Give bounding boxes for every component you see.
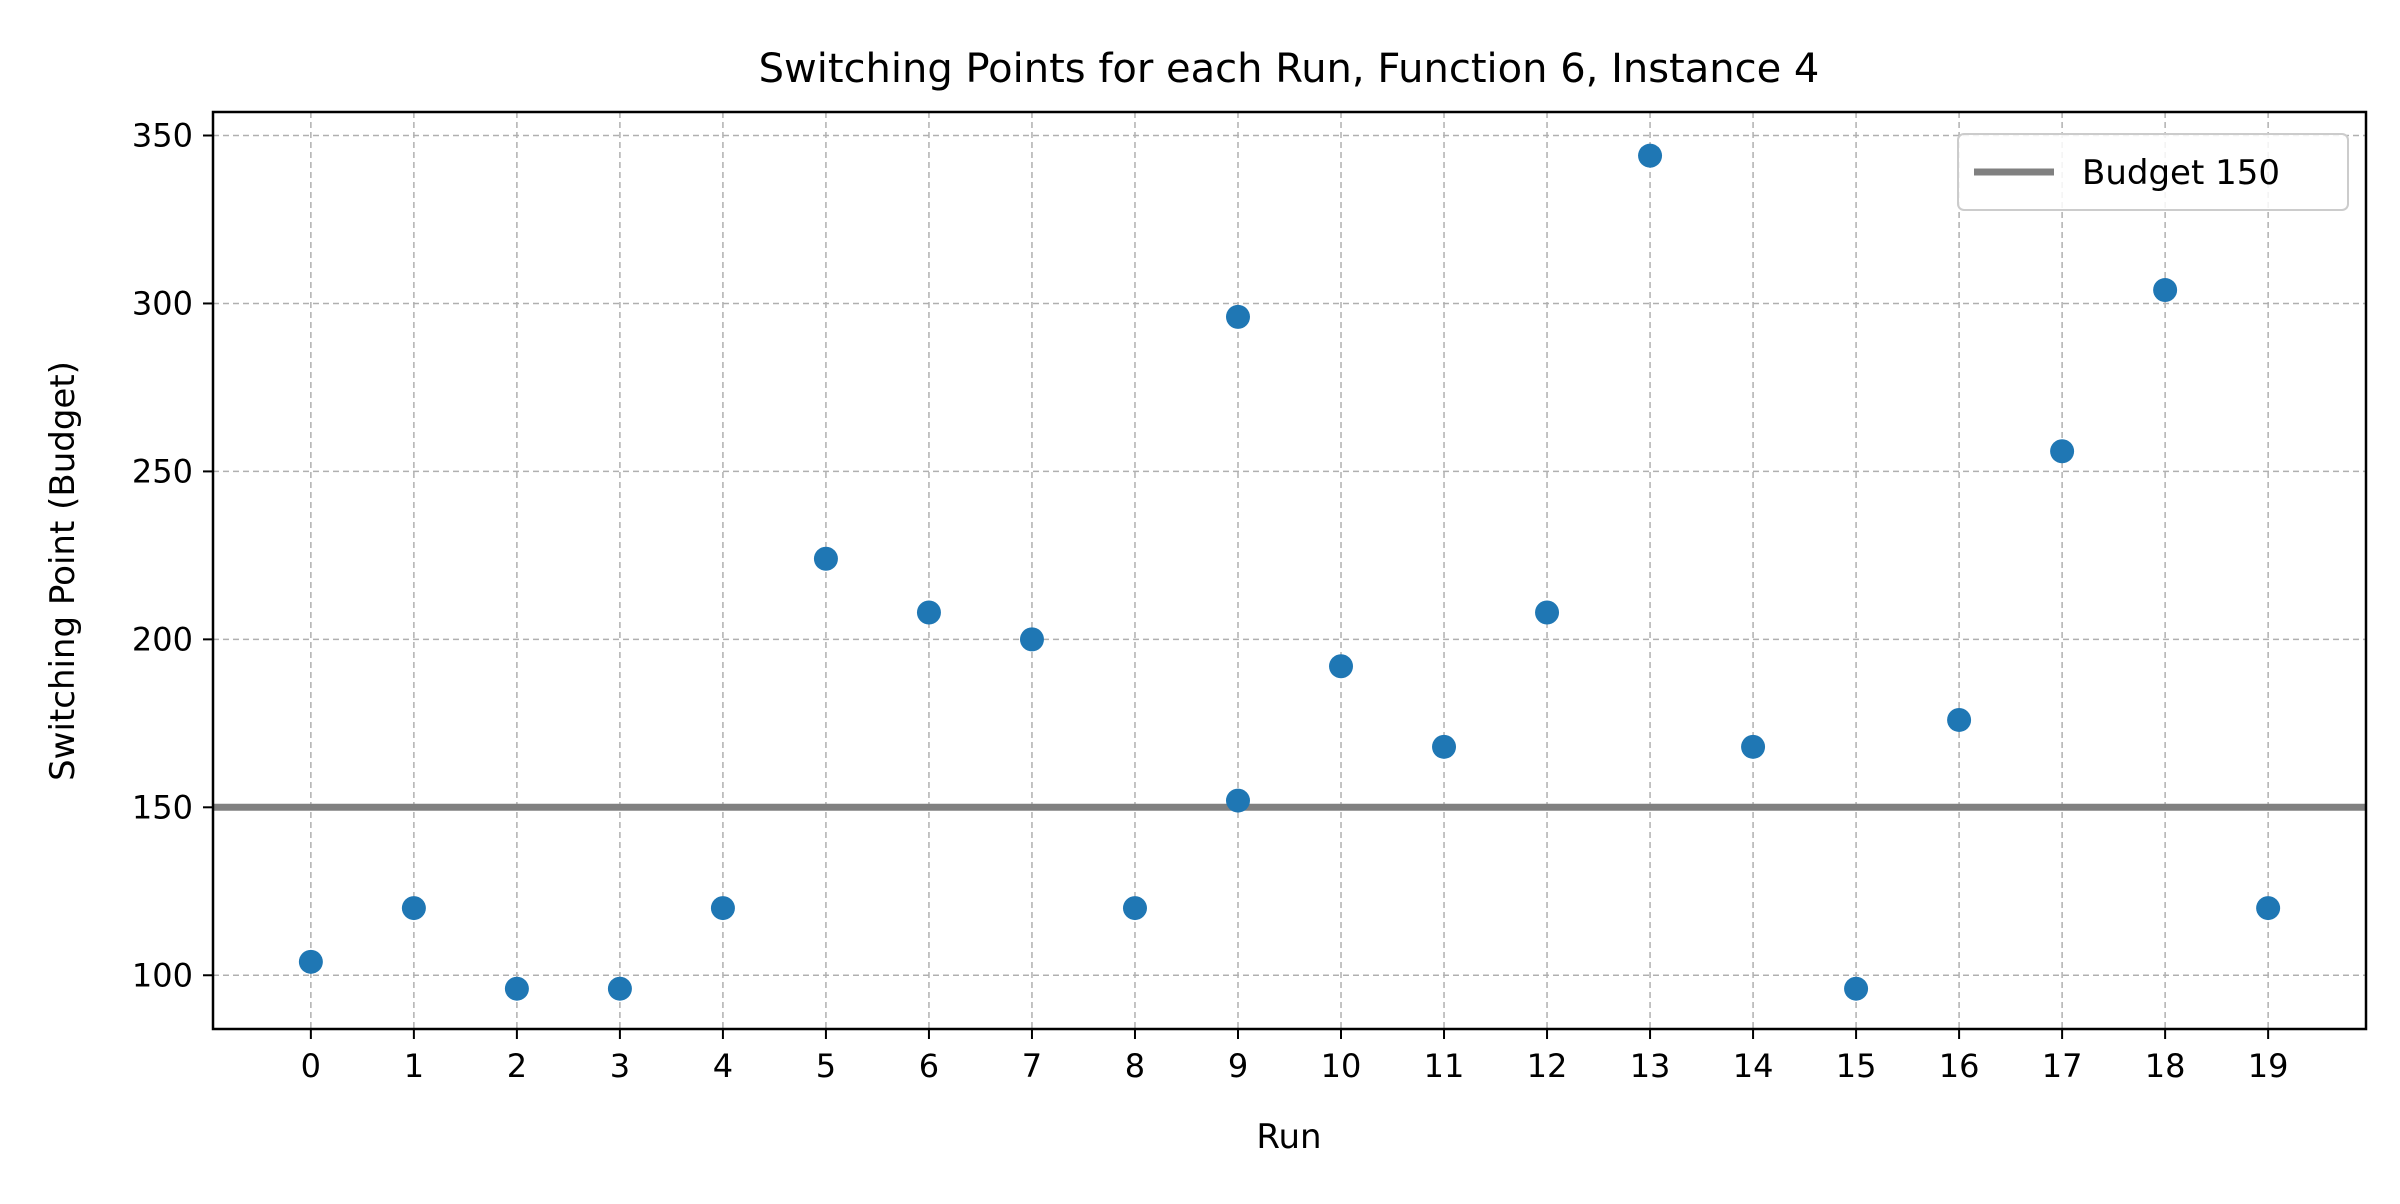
y-tick-label-200: 200 xyxy=(132,620,193,658)
x-tick-label-2: 2 xyxy=(507,1047,527,1085)
data-point-run-7-7 xyxy=(1019,627,1044,652)
data-point-run-5-5 xyxy=(813,546,838,571)
data-point-run-18-19 xyxy=(2153,278,2178,303)
x-tick-label-9: 9 xyxy=(1228,1047,1248,1085)
x-tick-label-16: 16 xyxy=(1939,1047,1980,1085)
data-point-run-13-14 xyxy=(1638,143,1663,168)
x-tick-label-0: 0 xyxy=(301,1047,321,1085)
legend: Budget 150 xyxy=(1957,133,2349,211)
x-tick-label-14: 14 xyxy=(1733,1047,1774,1085)
legend-label-budget: Budget 150 xyxy=(2082,153,2280,193)
x-tick-label-19: 19 xyxy=(2248,1047,2289,1085)
x-tick-label-12: 12 xyxy=(1527,1047,1568,1085)
data-point-run-1-1 xyxy=(401,896,426,921)
x-tick-label-1: 1 xyxy=(404,1047,424,1085)
data-point-run-2-2 xyxy=(504,976,529,1001)
data-point-run-4-4 xyxy=(710,896,735,921)
x-tick-label-5: 5 xyxy=(816,1047,836,1085)
data-points xyxy=(298,143,2281,1001)
grid-lines xyxy=(213,112,2366,1029)
data-point-run-16-17 xyxy=(1947,707,1972,732)
data-point-run-8-8 xyxy=(1122,896,1147,921)
y-tick-label-300: 300 xyxy=(132,284,193,322)
x-axis-label: Run xyxy=(1256,1117,1321,1157)
chart-title: Switching Points for each Run, Function … xyxy=(759,46,1820,92)
y-axis-label: Switching Point (Budget) xyxy=(43,361,83,781)
x-tick-label-10: 10 xyxy=(1321,1047,1362,1085)
x-tick-label-15: 15 xyxy=(1836,1047,1877,1085)
data-point-run-6-6 xyxy=(916,600,941,625)
x-tick-label-8: 8 xyxy=(1125,1047,1145,1085)
data-point-run-3-3 xyxy=(607,976,632,1001)
x-tick-label-13: 13 xyxy=(1630,1047,1671,1085)
axes xyxy=(211,110,2368,1031)
data-point-run-9-9 xyxy=(1225,304,1250,329)
data-point-run-17-18 xyxy=(2050,439,2075,464)
data-point-run-9-10 xyxy=(1225,788,1250,813)
x-tick-label-4: 4 xyxy=(713,1047,733,1085)
data-point-run-0-0 xyxy=(298,949,323,974)
y-tick-label-250: 250 xyxy=(132,452,193,490)
x-tick-label-3: 3 xyxy=(610,1047,630,1085)
data-point-run-12-13 xyxy=(1535,600,1560,625)
y-tick-label-150: 150 xyxy=(132,788,193,826)
y-tick-label-100: 100 xyxy=(132,956,193,994)
x-tick-label-17: 17 xyxy=(2042,1047,2083,1085)
tick-labels: 0 1 2 3 4 5 6 7 8 9 10 11 12 13 14 15 16 17 18 191001502002… xyxy=(132,117,2289,1085)
data-point-run-10-11 xyxy=(1329,654,1354,679)
data-point-run-15-16 xyxy=(1844,976,1869,1001)
y-tick-label-350: 350 xyxy=(132,117,193,155)
x-tick-label-6: 6 xyxy=(919,1047,939,1085)
legend-box xyxy=(1957,133,2349,211)
x-tick-label-7: 7 xyxy=(1022,1047,1042,1085)
x-tick-label-11: 11 xyxy=(1424,1047,1465,1085)
x-tick-label-18: 18 xyxy=(2145,1047,2186,1085)
data-point-run-11-12 xyxy=(1432,734,1457,759)
plot-frame xyxy=(211,110,2368,1031)
data-point-run-14-15 xyxy=(1741,734,1766,759)
data-point-run-19-20 xyxy=(2256,896,2281,921)
